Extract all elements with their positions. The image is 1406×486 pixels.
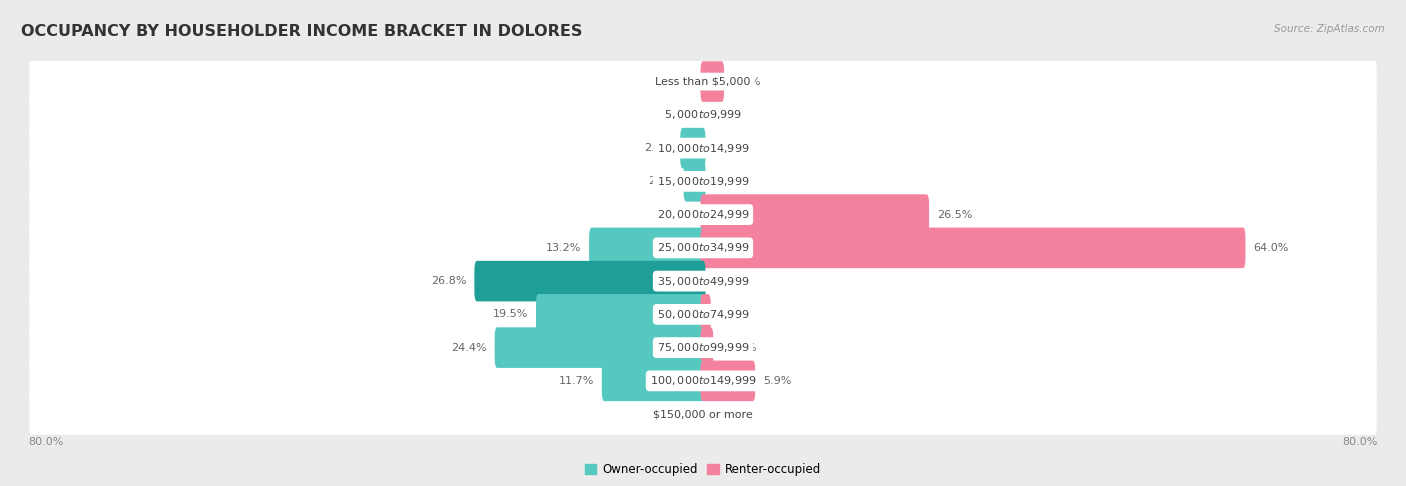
FancyBboxPatch shape [30,94,1376,136]
FancyBboxPatch shape [30,327,1376,368]
Text: $25,000 to $34,999: $25,000 to $34,999 [657,242,749,254]
FancyBboxPatch shape [30,227,1376,268]
Text: $35,000 to $49,999: $35,000 to $49,999 [657,275,749,288]
Text: 2.4%: 2.4% [644,143,672,153]
FancyBboxPatch shape [536,294,706,335]
Text: 11.7%: 11.7% [558,376,595,386]
Text: 24.4%: 24.4% [451,343,486,353]
Text: $150,000 or more: $150,000 or more [654,409,752,419]
FancyBboxPatch shape [700,227,1246,268]
Text: $20,000 to $24,999: $20,000 to $24,999 [657,208,749,221]
FancyBboxPatch shape [700,194,929,235]
FancyBboxPatch shape [589,227,706,268]
FancyBboxPatch shape [700,294,711,335]
FancyBboxPatch shape [30,294,1376,335]
FancyBboxPatch shape [700,61,724,102]
Text: Source: ZipAtlas.com: Source: ZipAtlas.com [1274,24,1385,35]
Text: 0.0%: 0.0% [713,143,741,153]
Text: 0.0%: 0.0% [665,77,693,87]
FancyBboxPatch shape [30,394,1376,435]
FancyBboxPatch shape [30,161,1376,202]
Text: 2.0%: 2.0% [648,176,676,186]
FancyBboxPatch shape [700,328,713,368]
Text: 2.2%: 2.2% [731,77,761,87]
FancyBboxPatch shape [30,194,1376,235]
FancyBboxPatch shape [495,328,706,368]
FancyBboxPatch shape [683,161,706,202]
FancyBboxPatch shape [681,128,706,168]
Text: $15,000 to $19,999: $15,000 to $19,999 [657,175,749,188]
Text: $5,000 to $9,999: $5,000 to $9,999 [664,108,742,122]
FancyBboxPatch shape [30,127,1376,169]
Text: 0.0%: 0.0% [665,110,693,120]
Text: 80.0%: 80.0% [28,437,63,448]
Text: 0.0%: 0.0% [665,209,693,220]
Text: $50,000 to $74,999: $50,000 to $74,999 [657,308,749,321]
Text: 64.0%: 64.0% [1253,243,1288,253]
FancyBboxPatch shape [30,260,1376,302]
Text: $100,000 to $149,999: $100,000 to $149,999 [650,374,756,387]
Text: 80.0%: 80.0% [1343,437,1378,448]
FancyBboxPatch shape [602,361,706,401]
Text: 0.0%: 0.0% [665,409,693,419]
Text: 5.9%: 5.9% [763,376,792,386]
Text: 13.2%: 13.2% [546,243,582,253]
Text: 0.62%: 0.62% [718,310,754,319]
Text: 0.0%: 0.0% [713,276,741,286]
Text: 0.92%: 0.92% [721,343,756,353]
Text: 26.5%: 26.5% [936,209,972,220]
Text: 0.0%: 0.0% [713,110,741,120]
Text: $10,000 to $14,999: $10,000 to $14,999 [657,141,749,155]
FancyBboxPatch shape [474,261,706,301]
Text: 0.0%: 0.0% [713,176,741,186]
FancyBboxPatch shape [700,361,755,401]
Text: Less than $5,000: Less than $5,000 [655,77,751,87]
FancyBboxPatch shape [30,360,1376,401]
Text: $75,000 to $99,999: $75,000 to $99,999 [657,341,749,354]
Text: 26.8%: 26.8% [432,276,467,286]
Legend: Owner-occupied, Renter-occupied: Owner-occupied, Renter-occupied [579,458,827,481]
Text: OCCUPANCY BY HOUSEHOLDER INCOME BRACKET IN DOLORES: OCCUPANCY BY HOUSEHOLDER INCOME BRACKET … [21,24,582,39]
Text: 0.0%: 0.0% [713,409,741,419]
FancyBboxPatch shape [30,61,1376,102]
Text: 19.5%: 19.5% [494,310,529,319]
